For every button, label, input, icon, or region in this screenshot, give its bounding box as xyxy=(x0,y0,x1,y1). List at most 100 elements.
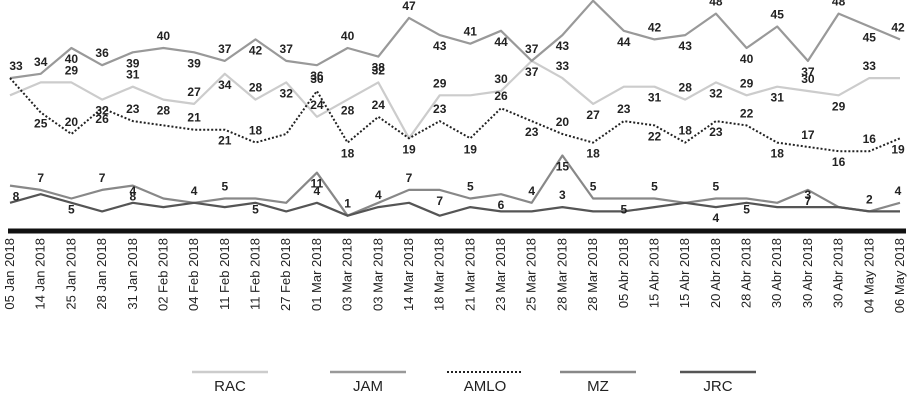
data-label-mz: 7 xyxy=(436,194,443,208)
data-label-amlo: 21 xyxy=(218,134,232,148)
data-label-rac: 31 xyxy=(648,91,662,105)
data-label-jam: 44 xyxy=(617,35,631,49)
data-label-rac: 31 xyxy=(771,91,785,105)
x-tick-label: 21 Mar 2018 xyxy=(462,238,477,311)
data-label-mz: 8 xyxy=(13,190,20,204)
data-label-rac: 28 xyxy=(157,104,171,118)
data-label-jam: 42 xyxy=(249,43,263,57)
series-line-mz xyxy=(9,154,901,217)
data-label-rac: 27 xyxy=(586,108,600,122)
data-label-amlo: 23 xyxy=(525,125,539,139)
data-label-mz: 6 xyxy=(498,198,505,212)
data-label-jam: 45 xyxy=(771,8,785,22)
data-label-amlo: 16 xyxy=(832,155,846,169)
x-tick-label: 23 Mar 2018 xyxy=(493,238,508,311)
data-label-amlo: 18 xyxy=(586,147,600,161)
data-label-jam: 34 xyxy=(34,55,48,69)
x-tick-label: 30 Abr 2018 xyxy=(800,238,815,308)
x-tick-label: 14 Mar 2018 xyxy=(401,238,416,311)
x-tick-label: 30 Abr 2018 xyxy=(831,238,846,308)
data-label-amlo: 19 xyxy=(464,142,478,156)
data-label-mz: 5 xyxy=(590,180,597,194)
legend-label-amlo: AMLO xyxy=(464,378,507,395)
x-tick-label: 31 Jan 2018 xyxy=(125,238,140,310)
data-label-amlo: 33 xyxy=(9,59,23,73)
data-label-amlo: 18 xyxy=(771,147,785,161)
series-line-rac xyxy=(9,59,900,140)
data-label-amlo: 22 xyxy=(648,129,662,143)
data-label-rac: 33 xyxy=(556,59,570,73)
data-label-rac: 29 xyxy=(832,99,846,113)
data-label-mz: 5 xyxy=(252,203,259,217)
legend-label-jrc: JRC xyxy=(703,378,732,395)
data-label-jrc: 3 xyxy=(559,188,566,202)
data-label-jrc: 4 xyxy=(375,188,382,202)
x-tick-label: 06 May 2018 xyxy=(892,238,907,313)
data-label-jam: 37 xyxy=(218,42,232,56)
data-label-jrc: 4 xyxy=(713,211,720,225)
data-label-amlo: 21 xyxy=(187,111,201,125)
legend: RAC JAM AMLO MZ JRC xyxy=(192,370,756,395)
data-label-mz: 7 xyxy=(406,171,413,185)
x-tick-label: 14 Jan 2018 xyxy=(33,238,48,310)
data-label-mz: 7 xyxy=(805,194,812,208)
data-label-rac: 32 xyxy=(280,86,294,100)
data-label-rac: 33 xyxy=(863,59,877,73)
data-label-amlo: 22 xyxy=(740,106,754,120)
data-label-amlo: 30 xyxy=(310,72,324,86)
data-label-rac: 29 xyxy=(65,63,79,77)
data-label-rac: 29 xyxy=(740,76,754,90)
series-lines xyxy=(9,0,901,217)
data-label-rac: 32 xyxy=(709,86,723,100)
data-label-jam: 40 xyxy=(65,52,79,66)
x-tick-label: 05 Jan 2018 xyxy=(2,238,17,310)
data-label-jrc: 1 xyxy=(344,197,351,211)
data-label-jam: 39 xyxy=(187,56,201,70)
data-label-amlo: 19 xyxy=(891,142,905,156)
data-label-mz: 8 xyxy=(129,190,136,204)
data-label-amlo: 19 xyxy=(402,142,416,156)
data-label-rac: 32 xyxy=(372,63,386,77)
data-label-jam: 42 xyxy=(891,20,905,34)
data-label-jam: 43 xyxy=(556,39,570,53)
data-label-rac: 34 xyxy=(218,78,232,92)
data-label-jam: 37 xyxy=(525,42,539,56)
data-label-amlo: 25 xyxy=(34,117,48,131)
data-label-jrc: 4 xyxy=(191,184,198,198)
data-label-mz: 11 xyxy=(311,177,324,191)
x-tick-label: 02 Feb 2018 xyxy=(155,238,170,311)
data-label-mz: 4 xyxy=(895,184,902,198)
legend-label-rac: RAC xyxy=(214,378,246,395)
x-tick-label: 28 Mar 2018 xyxy=(554,238,569,311)
data-label-mz: 5 xyxy=(68,203,75,217)
data-label-mz: 5 xyxy=(467,180,474,194)
x-tick-label: 25 Jan 2018 xyxy=(63,238,78,310)
data-label-rac: 31 xyxy=(126,68,140,82)
x-tick-label: 11 Feb 2018 xyxy=(217,238,232,310)
data-label-amlo: 16 xyxy=(863,132,877,146)
series-line-jrc xyxy=(9,193,900,217)
data-label-jam: 36 xyxy=(310,69,324,83)
x-tick-label: 28 Abr 2018 xyxy=(739,238,754,308)
data-label-mz: 5 xyxy=(651,180,658,194)
data-label-jam: 36 xyxy=(95,46,109,60)
data-label-amlo: 18 xyxy=(679,124,693,138)
data-label-jam: 40 xyxy=(157,29,171,43)
data-label-jam: 37 xyxy=(801,65,815,79)
data-label-jrc: 4 xyxy=(314,184,321,198)
data-label-amlo: 18 xyxy=(249,124,263,138)
data-label-jam: 43 xyxy=(433,39,447,53)
data-label-amlo: 20 xyxy=(556,115,570,129)
x-tick-label: 18 Mar 2018 xyxy=(432,238,447,311)
data-label-mz: 7 xyxy=(37,171,44,185)
data-label-jam: 42 xyxy=(648,20,662,34)
x-tick-label: 01 Mar 2018 xyxy=(309,238,324,311)
data-label-jam: 48 xyxy=(832,0,846,9)
data-label-jam: 45 xyxy=(863,31,877,45)
x-tick-label: 27 Feb 2018 xyxy=(278,238,293,311)
data-label-amlo: 23 xyxy=(433,102,447,116)
data-label-jam: 44 xyxy=(494,35,508,49)
x-tick-label: 15 Abr 2018 xyxy=(647,238,662,308)
